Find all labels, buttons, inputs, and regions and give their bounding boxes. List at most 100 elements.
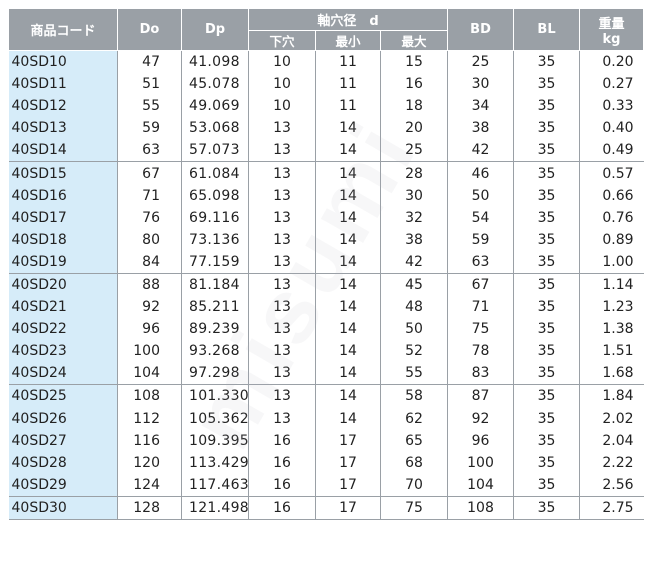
- cell-bd: 92: [447, 407, 515, 430]
- cell-bd: 71: [447, 296, 515, 319]
- cell-do: 100: [117, 340, 182, 363]
- cell-pilot-hole: 13: [248, 184, 316, 207]
- cell-product-code: 40SD14: [8, 139, 118, 162]
- cell-bore-min: 17: [315, 495, 381, 520]
- cell-dp: 93.268: [181, 340, 249, 363]
- cell-product-code: 40SD30: [8, 495, 118, 520]
- table-row: 40SD12 55 49.069 10 11 18 34 35 0.33: [8, 95, 644, 118]
- product-spec-table: 商品コード Do Dp 軸穴径 d BD BL 重量 kg 下穴 最小 最大 4…: [8, 8, 645, 520]
- cell-weight: 0.49: [602, 142, 634, 159]
- cell-product-code: 40SD25: [8, 384, 118, 408]
- cell-pilot-hole: 13: [248, 340, 316, 363]
- cell-weight: 1.23: [602, 299, 634, 316]
- cell-do: 96: [117, 318, 182, 341]
- cell-pilot-hole: 16: [248, 473, 316, 497]
- cell-bd: 54: [447, 206, 515, 229]
- table-row: 40SD15 67 61.084 13 14 28 46 35 0.57: [8, 161, 644, 185]
- cell-bd: 46: [447, 161, 515, 185]
- cell-dp: 97.298: [181, 362, 249, 385]
- cell-bl: 35: [513, 318, 581, 341]
- cell-bd: 34: [447, 95, 515, 118]
- cell-bd: 63: [447, 250, 515, 274]
- cell-pilot-hole: 13: [248, 272, 316, 297]
- header-bl: BL: [513, 8, 581, 51]
- cell-pilot-hole: 13: [248, 139, 316, 162]
- cell-pilot-hole: 13: [248, 161, 316, 185]
- cell-bl: 35: [513, 117, 581, 140]
- cell-pilot-hole: 16: [248, 495, 316, 520]
- cell-dp: 109.395: [181, 429, 249, 452]
- cell-weight: 1.00: [602, 253, 634, 270]
- cell-bore-min: 14: [315, 161, 381, 185]
- cell-bore-min: 14: [315, 250, 381, 274]
- cell-do: 67: [117, 161, 182, 185]
- cell-bd: 50: [447, 184, 515, 207]
- cell-weight: 0.40: [602, 120, 634, 137]
- cell-dp: 81.184: [181, 272, 249, 297]
- header-weight-unit: kg: [602, 31, 621, 47]
- table-row: 40SD11 51 45.078 10 11 16 30 35 0.27: [8, 73, 644, 96]
- cell-bore-min: 14: [315, 206, 381, 229]
- cell-product-code: 40SD28: [8, 451, 118, 474]
- cell-bl: 35: [513, 206, 581, 229]
- header-dp: Dp: [181, 8, 249, 51]
- cell-do: 55: [117, 95, 182, 118]
- cell-weight: 2.02: [602, 410, 634, 427]
- cell-weight: 2.75: [579, 495, 644, 520]
- cell-bore-min: 17: [315, 451, 381, 474]
- cell-do: 88: [117, 272, 182, 297]
- cell-dp: 121.498: [181, 495, 249, 520]
- cell-do: 116: [117, 429, 182, 452]
- header-shaft-bore: 軸穴径 d: [247, 8, 449, 31]
- cell-dp: 117.463: [181, 473, 249, 497]
- cell-weight: 0.76: [602, 209, 634, 226]
- cell-bore-max: 62: [380, 407, 449, 430]
- cell-weight: 2.22: [602, 454, 634, 471]
- cell-do: 92: [117, 296, 182, 319]
- cell-weight: 0.89: [602, 231, 634, 248]
- cell-dp: 41.098: [181, 50, 249, 74]
- cell-bl: 35: [513, 429, 581, 452]
- cell-do: 51: [117, 73, 182, 96]
- cell-bore-min: 14: [315, 139, 381, 162]
- cell-dp: 73.136: [181, 228, 249, 251]
- cell-pilot-hole: 10: [248, 95, 316, 118]
- cell-product-code: 40SD22: [8, 318, 118, 341]
- cell-bore-max: 42: [380, 250, 449, 274]
- cell-bl: 35: [513, 407, 581, 430]
- cell-dp: 101.330: [181, 384, 249, 408]
- cell-bore-max: 32: [380, 206, 449, 229]
- cell-bore-max: 68: [380, 451, 449, 474]
- table-row: 40SD16 71 65.098 13 14 30 50 35 0.66: [8, 184, 644, 207]
- cell-bore-max: 50: [380, 318, 449, 341]
- cell-pilot-hole: 16: [248, 451, 316, 474]
- cell-do: 63: [117, 139, 182, 162]
- cell-bore-max: 20: [380, 117, 449, 140]
- cell-bore-max: 38: [380, 228, 449, 251]
- cell-bl: 35: [513, 296, 581, 319]
- cell-bl: 35: [513, 384, 581, 408]
- table-row: 40SD26 112 105.362 13 14 62 92 35 2.02: [8, 407, 644, 430]
- cell-product-code: 40SD13: [8, 117, 118, 140]
- header-weight: 重量 kg: [579, 8, 645, 51]
- cell-bd: 104: [447, 473, 515, 497]
- cell-bore-min: 14: [315, 318, 381, 341]
- cell-bl: 35: [513, 250, 581, 274]
- cell-pilot-hole: 13: [248, 296, 316, 319]
- cell-bore-max: 15: [380, 50, 449, 74]
- header-bd: BD: [447, 8, 515, 51]
- cell-bd: 25: [447, 50, 515, 74]
- cell-bd: 108: [447, 495, 515, 520]
- cell-pilot-hole: 13: [248, 362, 316, 385]
- table-row: 40SD29 124 117.463 16 17 70 104 35 2.56: [8, 473, 644, 497]
- cell-do: 104: [117, 362, 182, 385]
- cell-bl: 35: [513, 451, 581, 474]
- cell-weight: 0.57: [579, 161, 644, 185]
- cell-do: 120: [117, 451, 182, 474]
- cell-weight: 1.51: [602, 343, 634, 360]
- cell-bore-max: 30: [380, 184, 449, 207]
- cell-dp: 61.084: [181, 161, 249, 185]
- cell-bore-min: 17: [315, 429, 381, 452]
- cell-bl: 35: [513, 95, 581, 118]
- cell-product-code: 40SD21: [8, 296, 118, 319]
